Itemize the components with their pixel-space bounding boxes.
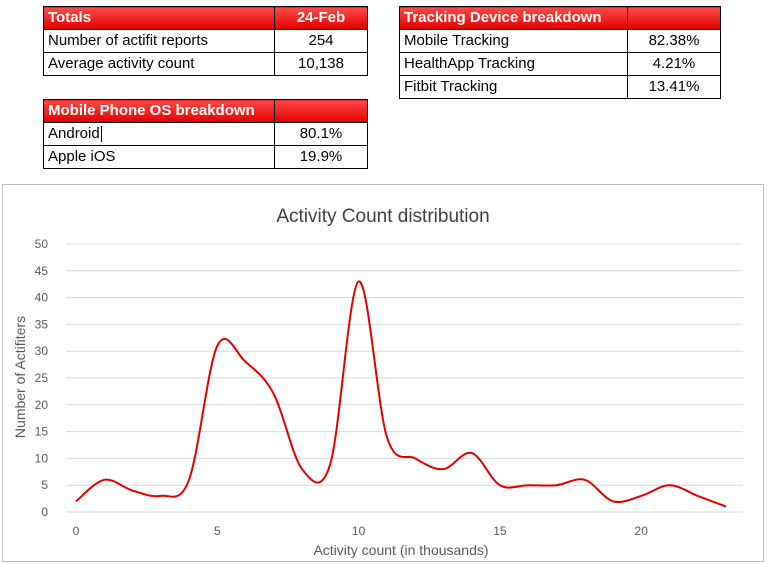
text-cursor-icon: [100, 126, 102, 143]
y-tick-label: 25: [35, 371, 49, 385]
x-tick-label: 10: [352, 524, 366, 538]
y-tick-label: 0: [41, 505, 48, 519]
os-table: Mobile Phone OS breakdown Android 80.1% …: [43, 99, 368, 169]
totals-row-label: Average activity count: [43, 52, 275, 76]
y-tick-label: 10: [35, 451, 49, 465]
totals-row-label: Number of actifit reports: [43, 29, 275, 53]
table-row: HealthApp Tracking 4.21%: [399, 52, 721, 76]
device-row-label: Fitbit Tracking: [399, 75, 628, 99]
os-row-label-cell: Android: [43, 122, 275, 146]
x-tick-labels: 0 5 10 15 20: [73, 524, 649, 538]
totals-header-date: 24-Feb: [274, 6, 368, 30]
chart-title: Activity Count distribution: [276, 206, 489, 227]
series-line: [75, 280, 727, 508]
y-tick-label: 20: [35, 398, 49, 412]
os-row-label: Apple iOS: [43, 145, 275, 169]
y-axis-title: Number of Actifiters: [12, 316, 28, 438]
os-row-label: Android: [48, 125, 100, 142]
table-row: Apple iOS 19.9%: [43, 145, 368, 169]
device-row-value: 4.21%: [627, 52, 721, 76]
x-tick-label: 5: [214, 524, 221, 538]
x-tick-label: 15: [493, 524, 507, 538]
os-row-value: 19.9%: [274, 145, 368, 169]
y-tick-label: 45: [35, 264, 49, 278]
y-tick-label: 15: [35, 425, 49, 439]
os-row-value: 80.1%: [274, 122, 368, 146]
device-row-label: HealthApp Tracking: [399, 52, 628, 76]
device-table: Tracking Device breakdown Mobile Trackin…: [399, 6, 721, 99]
y-tick-labels: 0 5 10 15 20 25 30 35 40 45 50: [35, 237, 49, 519]
device-header-blank: [627, 6, 721, 30]
activity-chart: 0 5 10 15 20 25 30 35 40 45 50 0 5 10 15 20 Activity C…: [2, 184, 764, 562]
x-tick-label: 0: [73, 524, 80, 538]
table-row: Android 80.1%: [43, 122, 368, 146]
os-header-label: Mobile Phone OS breakdown: [43, 99, 275, 123]
table-row: Average activity count 10,138: [43, 52, 368, 76]
y-tick-label: 40: [35, 291, 49, 305]
totals-row-value: 10,138: [274, 52, 368, 76]
table-row: Fitbit Tracking 13.41%: [399, 75, 721, 99]
table-row: Number of actifit reports 254: [43, 29, 368, 53]
os-header-blank: [274, 99, 368, 123]
x-axis-title: Activity count (in thousands): [313, 542, 488, 558]
device-row-value: 82.38%: [627, 29, 721, 53]
y-tick-label: 5: [41, 478, 48, 492]
totals-row-value: 254: [274, 29, 368, 53]
y-tick-label: 50: [35, 237, 49, 251]
grid-lines: [66, 243, 743, 513]
x-tick-label: 20: [635, 524, 649, 538]
device-header-label: Tracking Device breakdown: [399, 6, 628, 30]
totals-table: Totals 24-Feb Number of actifit reports …: [43, 6, 368, 76]
totals-header-label: Totals: [43, 6, 275, 30]
table-row: Mobile Tracking 82.38%: [399, 29, 721, 53]
chart-svg: 0 5 10 15 20 25 30 35 40 45 50 0 5 10 15 20 Activity C…: [12, 206, 743, 558]
y-tick-label: 35: [35, 317, 49, 331]
device-row-label: Mobile Tracking: [399, 29, 628, 53]
y-tick-label: 30: [35, 344, 49, 358]
device-row-value: 13.41%: [627, 75, 721, 99]
